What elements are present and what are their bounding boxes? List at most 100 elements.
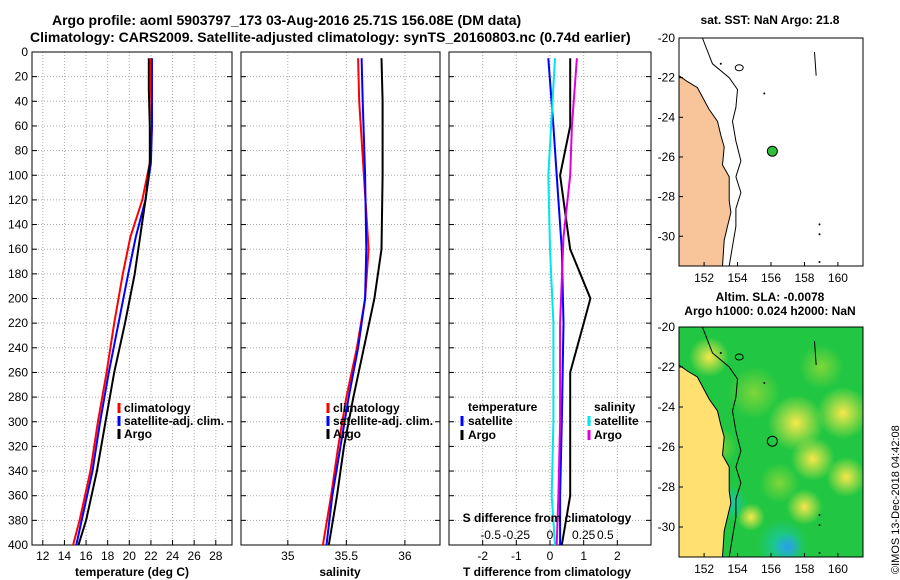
diff-xtick-label: 0 [547, 549, 554, 563]
depth-tick-label: 60 [15, 119, 29, 133]
diff-legend-sal-argo: Argo [594, 428, 622, 442]
diff-legend-sal-satellite: satellite [594, 414, 639, 428]
map_sla-sla-anomaly-patch [826, 457, 863, 497]
temp-xtick-label: 28 [209, 549, 223, 563]
depth-tick-label: 220 [8, 316, 28, 330]
diff-xtick-label: 2 [614, 549, 621, 563]
map_sst-reef-marker [818, 223, 821, 226]
map_sst-reef-marker [719, 62, 722, 65]
depth-tick-label: 300 [8, 415, 28, 429]
map_sst-ytick-label: -20 [658, 31, 676, 45]
temp-legend-label: satellite-adj. clim. [124, 414, 224, 428]
diff-s-tick-label: -0.25 [503, 528, 531, 542]
diff-xaxis-label: T difference from climatology [463, 565, 631, 579]
map-sla-subtitle: Argo h1000: 0.024 h2000: NaN [684, 304, 855, 318]
diff-s-tick-label: 0 [547, 528, 554, 542]
temp-xtick-label: 22 [144, 549, 158, 563]
diff-xtick-label: -2 [477, 549, 488, 563]
temp-xtick-label: 18 [101, 549, 115, 563]
map_sst-reef-outline [734, 64, 744, 72]
depth-tick-label: 160 [8, 242, 28, 256]
depth-tick-label: 240 [8, 341, 28, 355]
depth-tick-label: 360 [8, 489, 28, 503]
sal-xaxis-label: salinity [319, 565, 361, 579]
diff-s-tick-label: -0.5 [480, 528, 501, 542]
temp-series-argo [77, 58, 151, 546]
map_sla-sla-anomaly-patch [689, 337, 730, 377]
diff-series-t-satellite [547, 58, 565, 545]
depth-tick-label: 400 [8, 538, 28, 552]
temp-xtick-label: 14 [58, 549, 72, 563]
map_sla-ytick-label: -22 [658, 360, 676, 374]
figure-title-line1: Argo profile: aoml 5903797_173 03-Aug-20… [52, 12, 522, 28]
diff-grid [449, 51, 651, 546]
map_sla-ytick-label: -20 [658, 320, 676, 334]
map_sst-coral-sea-reef [813, 51, 817, 76]
temp-xtick-label: 24 [166, 549, 180, 563]
depth-tick-label: 120 [8, 193, 28, 207]
diff-s-tick-label: 0.25 [572, 528, 596, 542]
map_sla-xtick-label: 160 [828, 562, 848, 576]
map_sst-reef-marker [763, 92, 766, 95]
temp-axes-frame [31, 51, 233, 546]
map_sst-shelf-contour [701, 37, 742, 267]
sal-axes-frame [240, 51, 441, 546]
map_sla-reef-outline [734, 353, 744, 361]
map_sla-argo-position [766, 435, 778, 447]
sal-xtick-label: 35 [281, 549, 295, 563]
map_sst-xtick-label: 158 [794, 271, 814, 285]
map_sst-ytick-label: -24 [658, 110, 676, 124]
depth-tick-label: 380 [8, 513, 28, 527]
map_sla-sla-anomaly-patch [786, 489, 823, 525]
map_sla-sla-anomaly-patch [728, 367, 781, 419]
map_sla-plot [679, 327, 863, 557]
map-sst-title: sat. SST: NaN Argo: 21.8 [701, 13, 840, 27]
map_sst-reef-marker [818, 261, 821, 264]
map_sla-ytick-label: -30 [658, 520, 676, 534]
map_sla-xtick-label: 158 [794, 562, 814, 576]
map_sst-ytick-label: -26 [658, 150, 676, 164]
map_sst-xtick-label: 156 [761, 271, 781, 285]
map_sla-sla-anomaly-patch [816, 387, 863, 439]
diff-series-t-argo [559, 58, 592, 546]
map_sla-ytick-label: -28 [658, 480, 676, 494]
depth-tick-label: 100 [8, 168, 28, 182]
figure-title-line2: Climatology: CARS2009. Satellite-adjuste… [30, 29, 631, 45]
depth-tick-label: 320 [8, 439, 28, 453]
depth-tick-label: 280 [8, 390, 28, 404]
diff-s-axis-label: S difference from climatology [463, 511, 632, 525]
sal-legend-label: satellite-adj. clim. [333, 414, 433, 428]
diff-axes-frame [448, 51, 652, 546]
map_sst-reef-marker [818, 233, 821, 236]
sal-series-argo [327, 58, 384, 546]
diff-s-tick-label: 0.5 [597, 528, 614, 542]
temp-xtick-label: 16 [79, 549, 93, 563]
temp-xtick-label: 12 [36, 549, 50, 563]
sal-xtick-label: 35.5 [335, 549, 359, 563]
map_sla-reef-marker [818, 552, 821, 554]
map_sla-sla-anomaly-patch [799, 345, 844, 389]
map_sst-ytick-label: -28 [658, 190, 676, 204]
temp-legend-label: Argo [124, 427, 152, 441]
map_sla-shelf-contour [701, 327, 742, 557]
temp-xtick-label: 20 [123, 549, 137, 563]
diff-xtick-label: -1 [511, 549, 522, 563]
diff-series-s-argo [555, 58, 578, 546]
map_sla-sla-anomaly-patch [790, 437, 835, 481]
depth-tick-label: 340 [8, 464, 28, 478]
diff-legend-temp-satellite: satellite [468, 414, 513, 428]
sal-legend-label: Argo [333, 427, 361, 441]
map_sla-xtick-label: 156 [761, 562, 781, 576]
temp-xtick-label: 26 [187, 549, 201, 563]
diff-legend-sal-header: salinity [594, 400, 636, 414]
depth-tick-label: 260 [8, 365, 28, 379]
map_sla-ytick-label: -24 [658, 400, 676, 414]
map_sla-reef-marker [763, 382, 766, 384]
depth-tick-label: 0 [21, 45, 28, 59]
map_sla-land [679, 364, 732, 557]
map_sla-reef-marker [719, 352, 722, 354]
diff-legend-temp-argo: Argo [468, 428, 496, 442]
temp-series-satellite-adj-clim- [75, 58, 153, 546]
depth-tick-label: 180 [8, 267, 28, 281]
